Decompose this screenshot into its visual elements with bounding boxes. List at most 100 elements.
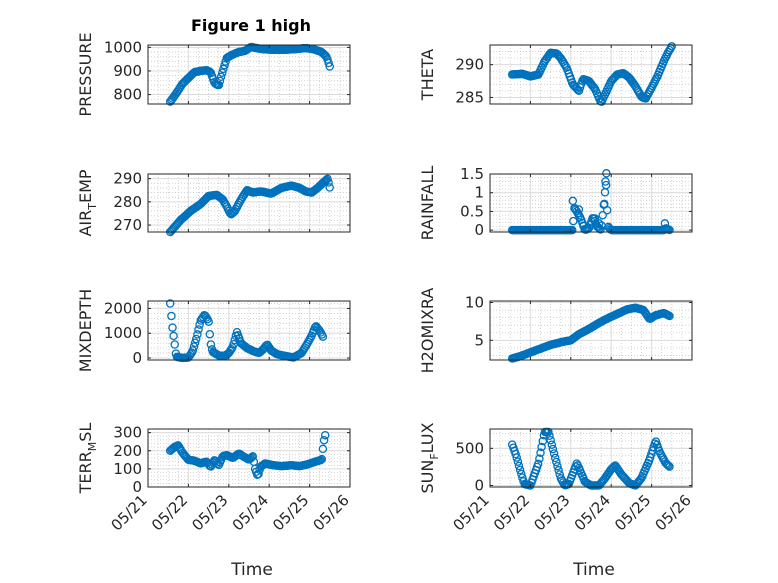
data-point — [324, 58, 333, 68]
data-point — [598, 210, 607, 220]
subplot-1: 285 290 THETA — [418, 42, 693, 106]
data-point — [227, 344, 236, 354]
data-point — [552, 457, 561, 467]
data-point — [322, 175, 331, 185]
data-point — [169, 331, 178, 341]
y-tick-label: 0.5 — [460, 202, 484, 220]
data-point — [191, 334, 201, 344]
data-point — [317, 454, 327, 464]
data-point — [664, 461, 673, 470]
data-point — [247, 453, 256, 462]
data-point — [544, 427, 553, 437]
data-point — [204, 460, 213, 469]
data-point — [667, 42, 676, 51]
data-point — [513, 457, 523, 466]
data-point — [567, 225, 577, 235]
data-point — [546, 435, 555, 445]
y-tick-label: 280 — [113, 193, 142, 211]
y-tick-label: 500 — [455, 439, 484, 457]
y-tick-label: 0 — [474, 221, 484, 239]
data-point — [601, 180, 611, 190]
y-tick-label: 900 — [113, 62, 142, 80]
y-axis-label-part: LUX — [418, 422, 437, 453]
data-point — [536, 448, 545, 458]
data-point — [214, 80, 224, 90]
subplot-4: 0 1000 2000 MIXDEPTH — [76, 289, 351, 372]
y-axis-label-part: SL — [76, 423, 95, 442]
data-point — [194, 325, 203, 334]
y-tick-label: 1000 — [104, 38, 142, 56]
axes-box — [489, 173, 693, 233]
data-point — [601, 177, 610, 186]
y-axis-label: RAINFALL — [418, 166, 437, 241]
data-point — [602, 169, 611, 178]
y-tick-label: 800 — [113, 86, 142, 104]
data-point — [204, 317, 213, 326]
data-point — [165, 299, 175, 308]
data-point — [218, 68, 227, 77]
data-point — [511, 449, 520, 459]
data-point — [193, 330, 202, 339]
y-axis-label-part: TERR — [76, 451, 95, 494]
data-point — [248, 452, 258, 461]
data-point — [514, 461, 524, 471]
axes-box — [147, 173, 351, 233]
data-point — [167, 311, 176, 321]
y-tick-label: 300 — [113, 424, 142, 442]
data-point — [170, 340, 179, 349]
data-point — [590, 214, 600, 223]
data-point — [596, 225, 605, 234]
y-tick-label: 0 — [474, 477, 484, 495]
data-point — [168, 323, 177, 332]
data-point — [215, 76, 225, 86]
data-point — [216, 72, 226, 82]
y-axis-label-part: AIR — [76, 210, 95, 237]
data-point — [660, 219, 670, 228]
y-axis-label-part: EMP — [76, 169, 95, 203]
data-point — [572, 459, 581, 468]
y-tick-label: 1 — [474, 184, 484, 202]
y-axis-label-subscript: M — [86, 442, 99, 452]
data-point — [219, 64, 228, 74]
y-tick-label: 200 — [113, 442, 142, 460]
data-point — [594, 219, 604, 228]
axes-box — [489, 300, 693, 361]
axes-box — [489, 44, 693, 105]
data-point — [206, 340, 216, 349]
data-point — [600, 199, 609, 209]
subplot-5: 5 10 H2OMIXRA — [418, 288, 693, 374]
data-point — [665, 311, 674, 321]
subplot-3: 00.511.5 RAINFALL — [418, 165, 693, 241]
data-point — [548, 444, 558, 454]
data-point — [316, 455, 325, 465]
x-axis-label-right: Time — [572, 560, 615, 580]
data-point — [324, 178, 333, 187]
data-point — [533, 459, 543, 469]
data-point — [205, 329, 215, 339]
x-axis-label-left: Time — [230, 560, 273, 580]
data-point — [318, 444, 328, 454]
y-axis-label: THETA — [418, 49, 437, 101]
data-point — [569, 216, 578, 226]
data-point — [325, 183, 334, 192]
data-point — [550, 453, 560, 463]
y-axis-label: PRESSURE — [76, 32, 95, 116]
data-point — [537, 442, 546, 452]
data-point — [202, 313, 211, 322]
y-axis-label: H2OMIXRA — [418, 288, 437, 374]
y-tick-label: 0 — [132, 349, 142, 367]
data-point — [323, 174, 332, 184]
y-tick-label: 100 — [113, 460, 142, 478]
data-point — [665, 462, 674, 471]
y-tick-label: 5 — [474, 331, 484, 349]
y-tick-label: 1000 — [104, 324, 142, 342]
axes-box — [147, 44, 351, 105]
data-point — [570, 204, 580, 213]
figure-title: Figure 1 high — [191, 16, 311, 35]
axes-box — [147, 428, 351, 488]
y-tick-label: 285 — [455, 88, 484, 106]
y-axis-label-subscript: F — [428, 453, 441, 459]
data-point — [190, 338, 200, 348]
